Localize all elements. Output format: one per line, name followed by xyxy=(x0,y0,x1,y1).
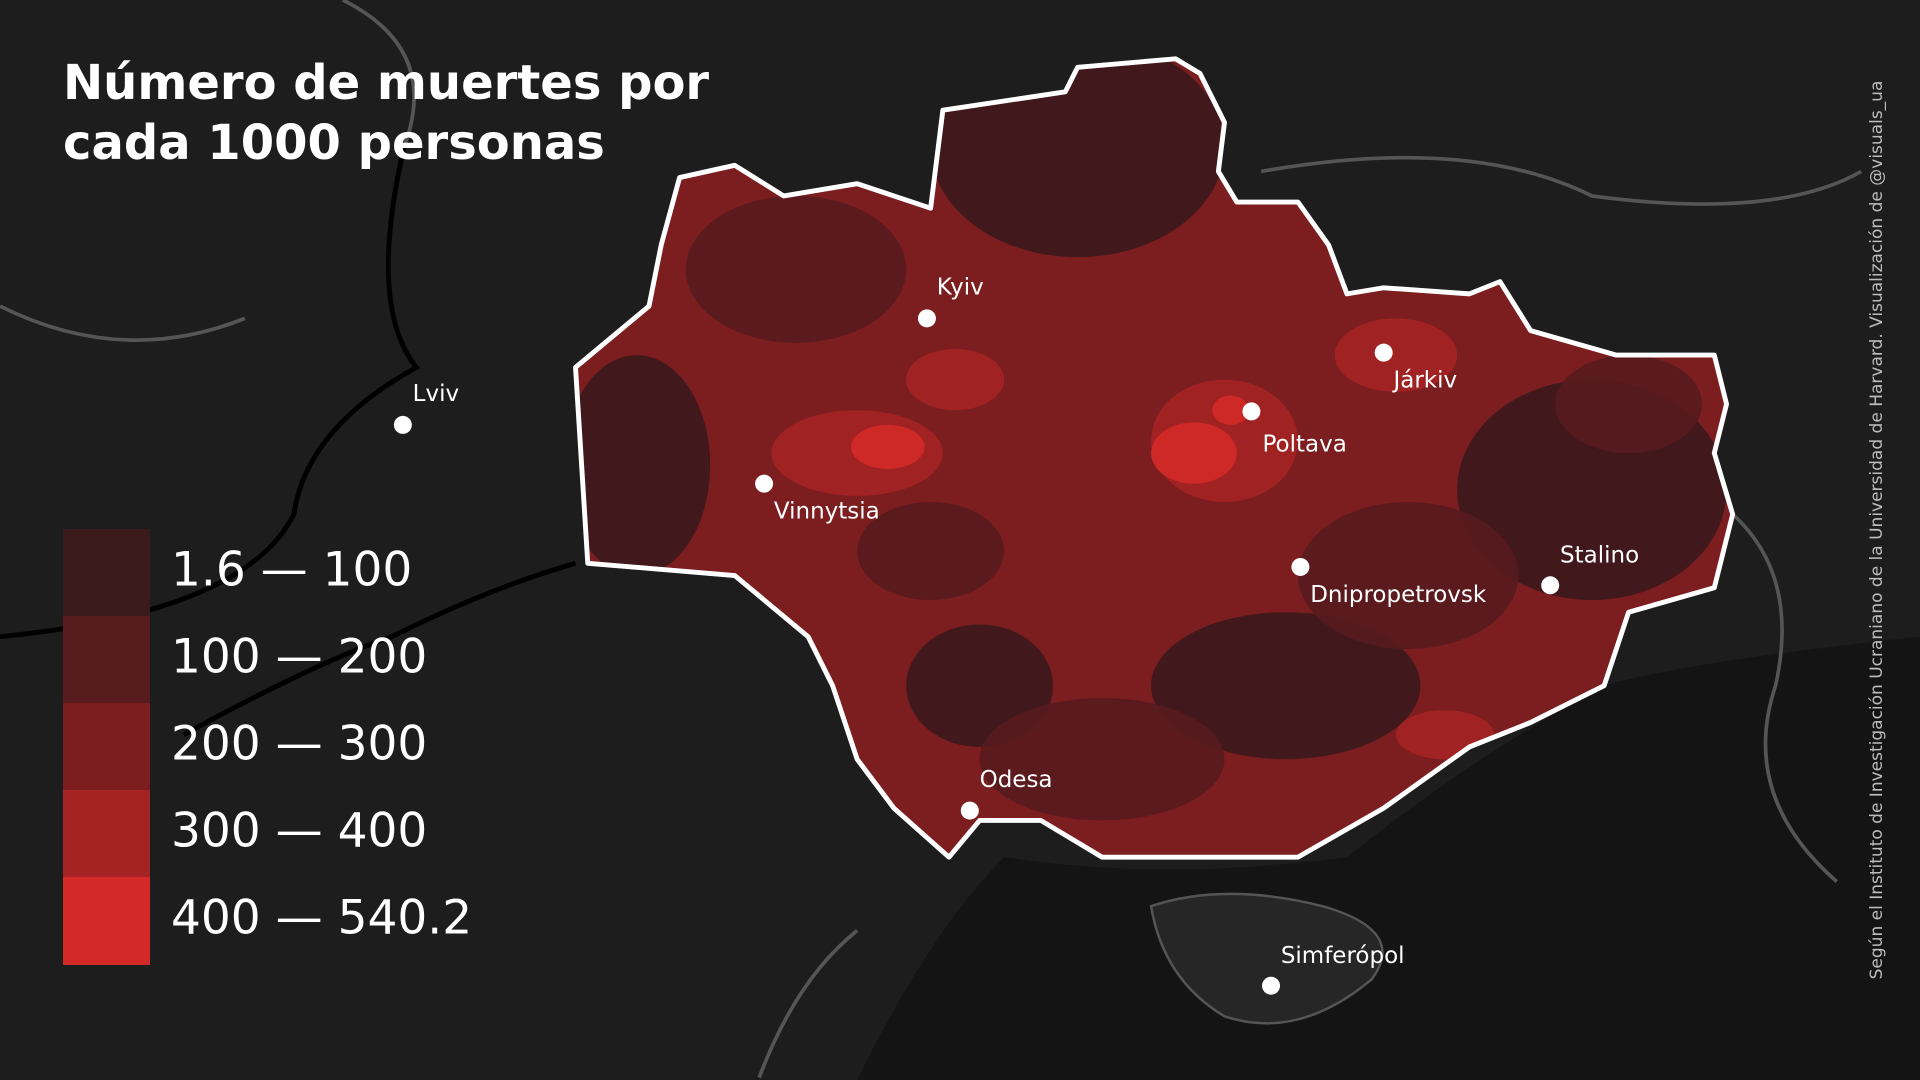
sea xyxy=(857,636,1920,1080)
title: cada 1000 personas xyxy=(63,115,605,171)
region-area xyxy=(1555,355,1703,454)
border xyxy=(0,146,421,640)
region-area xyxy=(851,424,925,469)
legend-swatch xyxy=(63,703,150,791)
region-area xyxy=(685,195,907,343)
legend-label: 300 — 400 xyxy=(171,804,427,859)
city-dot xyxy=(393,415,412,434)
city-label: Odesa xyxy=(980,767,1053,793)
country-outline xyxy=(573,56,1736,860)
region-area xyxy=(1297,502,1519,649)
legend-label: 400 — 540.2 xyxy=(171,891,472,946)
region-area xyxy=(1334,318,1458,392)
legend-swatch xyxy=(63,877,150,965)
credit: Según el Instituto de Investigación Ucra… xyxy=(1867,81,1887,980)
region-area xyxy=(1151,612,1421,760)
region-area xyxy=(979,697,1225,821)
city-label: Lviv xyxy=(413,381,459,407)
border xyxy=(182,560,577,737)
city-dot xyxy=(917,309,936,328)
city-dot xyxy=(1374,343,1393,362)
border xyxy=(0,0,1863,1079)
city-dot xyxy=(1291,557,1310,576)
city-dot xyxy=(1262,976,1281,995)
city-label: Simferópol xyxy=(1281,943,1405,969)
legend-swatch xyxy=(63,790,150,878)
city-label: Vinnytsia xyxy=(774,499,880,525)
legend-label: 100 — 200 xyxy=(171,630,427,685)
city-label: Kyiv xyxy=(937,275,984,301)
city-label: Dnipropetrovsk xyxy=(1310,582,1487,608)
title: Número de muertes por xyxy=(63,55,709,111)
legend-swatch xyxy=(63,529,150,617)
city-dot xyxy=(960,801,979,820)
legend-label: 200 — 300 xyxy=(171,717,427,772)
region-area xyxy=(906,348,1005,411)
legend-swatch xyxy=(63,616,150,704)
region-area xyxy=(1151,422,1237,484)
legend-label: 1.6 — 100 xyxy=(171,543,412,598)
region-area xyxy=(575,355,711,576)
city-label: Járkiv xyxy=(1391,368,1457,394)
city-dot xyxy=(1242,402,1261,421)
city-label: Stalino xyxy=(1560,543,1639,569)
city-dot xyxy=(755,474,774,493)
region-area xyxy=(1212,395,1249,425)
crimea xyxy=(1149,892,1384,1025)
city-dot xyxy=(1541,576,1560,595)
city-label: Poltava xyxy=(1262,431,1346,457)
region-area xyxy=(857,502,1005,601)
